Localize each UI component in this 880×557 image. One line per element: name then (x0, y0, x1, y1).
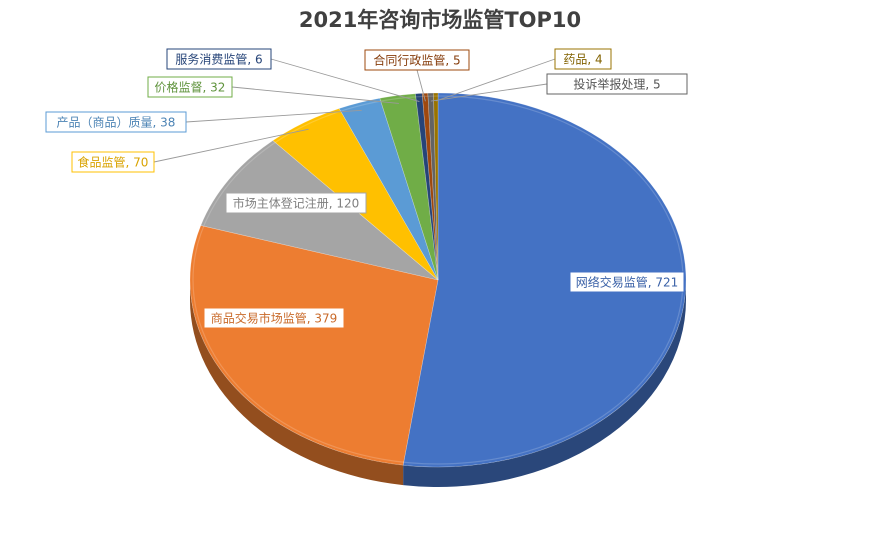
data-label-1: 网络交易监管, 721 (576, 275, 679, 290)
leader-line-10 (435, 58, 556, 102)
data-label-3: 市场主体登记注册, 120 (233, 196, 360, 211)
data-labels: 网络交易监管, 721 商品交易市场监管, 379 市场主体登记注册, 120 食品监… (45, 48, 688, 329)
data-label-box-9 (546, 73, 688, 95)
data-label-7: 服务消费监管, 6 (175, 52, 262, 67)
pie-slice-10 (433, 92, 439, 281)
pie-slices (189, 92, 687, 468)
data-label-10: 药品, 4 (563, 53, 602, 67)
data-label-5: 产品（商品）质量, 38 (57, 115, 176, 130)
leader-line-7 (270, 58, 420, 102)
data-label-box-7 (166, 48, 272, 70)
leader-line-9 (430, 83, 548, 102)
pie-slice-1 (402, 92, 687, 468)
pie-slice-5 (338, 97, 439, 281)
data-label-box-3 (225, 192, 367, 214)
pie-slice-8 (421, 92, 439, 281)
data-label-4: 食品监管, 70 (78, 155, 149, 170)
data-label-box-10 (554, 48, 612, 70)
data-label-6: 价格监督, 32 (155, 80, 226, 95)
pie-slice-2 (189, 225, 439, 466)
data-label-box-4 (71, 151, 155, 173)
data-label-box-8 (364, 49, 470, 71)
pie-slice-side-2 (189, 280, 404, 486)
leader-line-6 (231, 86, 399, 104)
leader-line-8 (416, 69, 426, 102)
chart-title: 2021年咨询市场监管TOP10 (298, 8, 582, 32)
data-label-9: 投诉举报处理, 5 (573, 77, 660, 92)
pie-depth (189, 280, 686, 487)
data-label-2: 商品交易市场监管, 379 (211, 311, 338, 326)
data-label-box-6 (147, 76, 233, 98)
data-label-8: 合同行政监管, 5 (373, 53, 460, 68)
data-label-box-1 (569, 271, 685, 293)
leader-line-4 (153, 128, 309, 163)
pie-slice-7 (415, 93, 439, 281)
pie-slice-9 (427, 92, 439, 281)
data-label-box-2 (203, 307, 345, 329)
leader-line-5 (185, 109, 362, 123)
data-label-box-5 (45, 111, 187, 133)
